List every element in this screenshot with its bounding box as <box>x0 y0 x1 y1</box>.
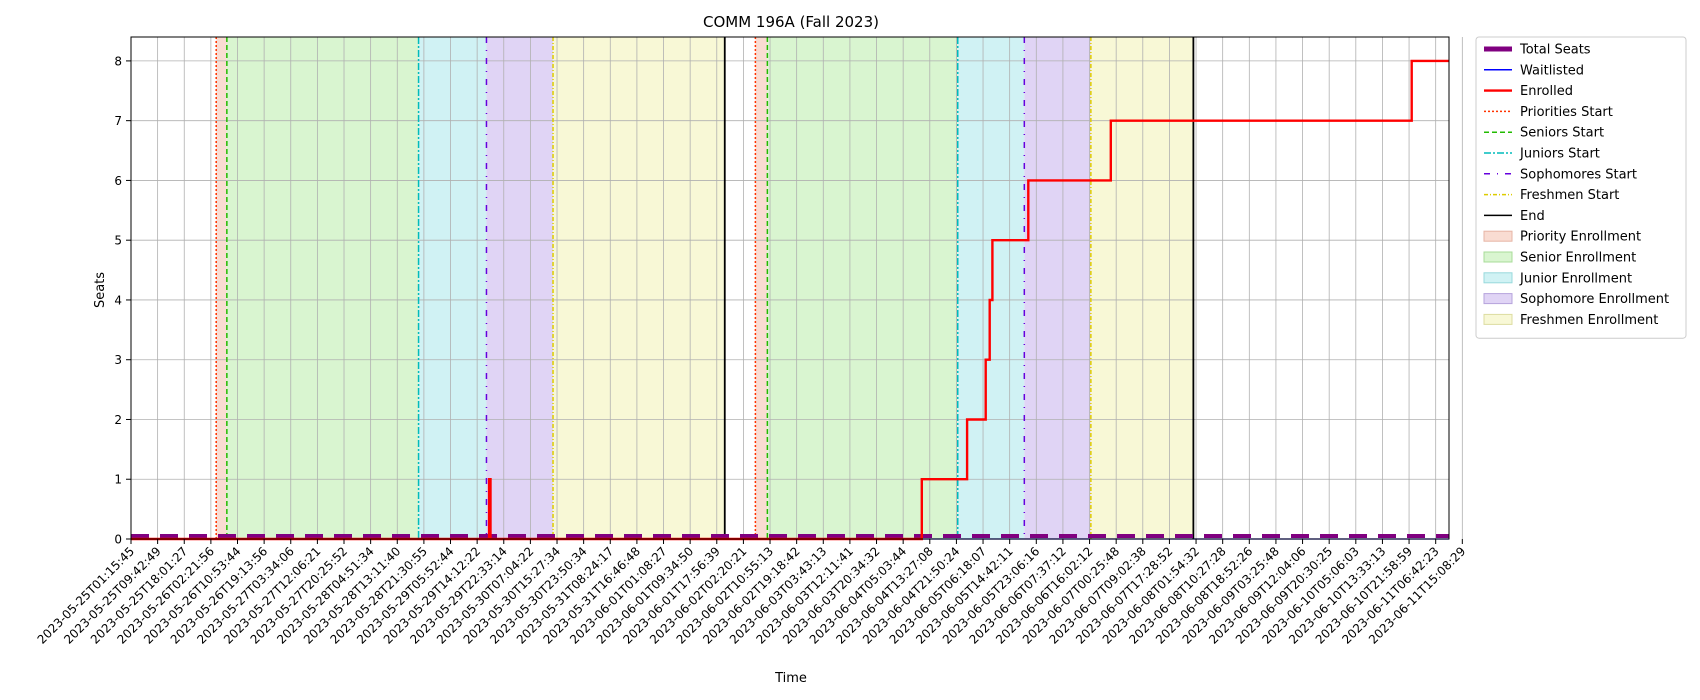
juniors-start-legend-label: Juniors Start <box>1519 147 1600 162</box>
enrolled-legend-label: Enrolled <box>1520 84 1573 99</box>
plot-frame <box>130 36 1450 540</box>
freshmen-start-legend-label: Freshmen Start <box>1520 188 1619 203</box>
sophomores-start-legend-label: Sophomores Start <box>1520 167 1637 182</box>
y-tick-label: 7 <box>114 114 122 128</box>
priority-enrollment-span <box>216 37 227 539</box>
legend-frame <box>1475 36 1687 339</box>
priority-enrollment-span <box>755 37 768 539</box>
y-tick-label: 6 <box>114 174 122 188</box>
y-tick-label: 5 <box>114 234 122 248</box>
sophomore-enrollment-span <box>486 37 554 539</box>
enrolled-series <box>131 59 1449 541</box>
seniors-start-legend-label: Seniors Start <box>1520 126 1604 141</box>
sophomore-enrollment-legend-label: Sophomore Enrollment <box>1520 292 1669 307</box>
y-tick-label: 0 <box>114 533 122 547</box>
chart-title: COMM 196A (Fall 2023) <box>703 13 879 31</box>
junior-enrollment-span <box>418 37 487 539</box>
freshmen-enrollment-legend-swatch <box>1483 313 1513 325</box>
senior-enrollment-legend-label: Senior Enrollment <box>1520 251 1636 266</box>
y-axis-ticks: 0 1 2 3 4 5 6 7 8 <box>114 54 131 547</box>
y-tick-label: 8 <box>114 54 122 68</box>
priorities-start-legend-label: Priorities Start <box>1520 105 1613 120</box>
enrollment-spans <box>216 37 1194 539</box>
senior-enrollment-span <box>767 37 958 539</box>
junior-enrollment-legend-swatch <box>1483 272 1513 284</box>
y-tick-label: 2 <box>114 413 122 427</box>
grid-lines <box>130 37 1463 540</box>
waitlisted-legend-label: Waitlisted <box>1520 63 1584 78</box>
freshmen-enrollment-span <box>553 37 725 539</box>
plot-border <box>130 36 1450 540</box>
y-tick-label: 3 <box>114 353 122 367</box>
junior-enrollment-legend-label: Junior Enrollment <box>1519 271 1632 286</box>
senior-enrollment-legend-swatch <box>1483 251 1513 263</box>
sophomore-enrollment-legend-swatch <box>1483 293 1513 305</box>
x-axis-ticks: 2023-05-25T01:15:452023-05-25T09:42:4920… <box>35 539 1468 647</box>
priority-enrollment-legend-swatch <box>1483 230 1513 242</box>
total-seats-legend-label: Total Seats <box>1519 43 1591 58</box>
freshmen-enrollment-legend-label: Freshmen Enrollment <box>1520 313 1658 328</box>
y-axis-label: Seats <box>93 272 108 308</box>
legend: Total Seats Waitlisted Enrolled Priorities … <box>1475 36 1687 339</box>
senior-enrollment-span <box>226 37 419 539</box>
end-legend-label: End <box>1520 209 1545 224</box>
x-axis-label: Time <box>774 671 807 686</box>
freshmen-enrollment-span <box>1090 37 1194 539</box>
y-tick-label: 1 <box>114 473 122 487</box>
priority-enrollment-legend-label: Priority Enrollment <box>1520 230 1641 245</box>
phase-start-lines <box>215 37 1195 539</box>
sophomore-enrollment-span <box>1024 37 1091 539</box>
y-tick-label: 4 <box>114 293 122 307</box>
